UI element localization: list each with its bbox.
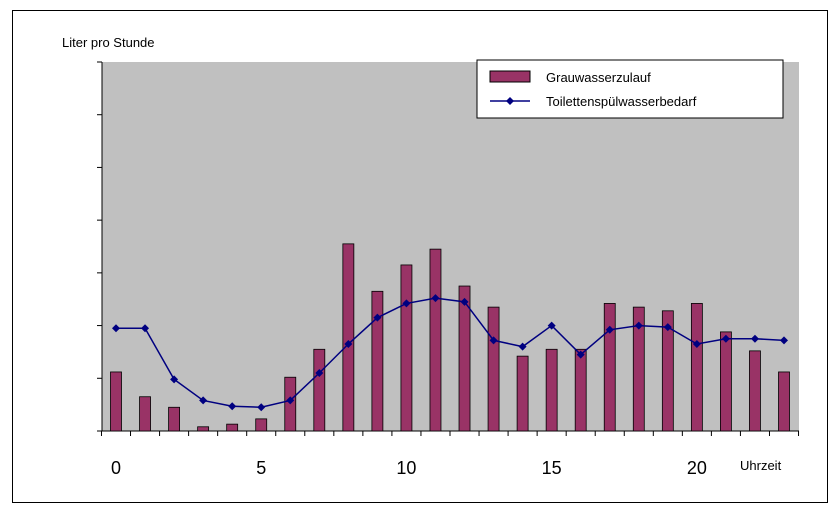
- line-point: [373, 313, 382, 322]
- line-point: [692, 340, 701, 349]
- bar: [545, 348, 558, 432]
- x-tick-label: 10: [396, 458, 416, 478]
- bar: [226, 423, 239, 432]
- line-point: [460, 297, 469, 306]
- bar: [313, 348, 326, 432]
- bar: [749, 350, 761, 432]
- legend-box: [476, 59, 784, 119]
- line-point: [286, 396, 295, 405]
- bar: [400, 264, 413, 432]
- bar-series: [110, 243, 790, 432]
- bar: [487, 306, 500, 432]
- legend-swatch-marker: [506, 97, 514, 105]
- bar: [603, 303, 616, 432]
- bar: [371, 290, 384, 432]
- line-point: [721, 334, 730, 343]
- x-tick-label: 5: [256, 458, 266, 478]
- x-tick-label: 0: [111, 458, 121, 478]
- line-point: [780, 336, 788, 345]
- legend-label-grauwasserzulauf: Grauwasserzulauf: [546, 70, 651, 85]
- bar: [661, 310, 674, 432]
- line-point: [170, 375, 179, 384]
- line-point: [344, 340, 353, 349]
- series-line: [116, 297, 785, 409]
- line-point: [315, 369, 324, 378]
- bar: [574, 348, 587, 432]
- legend-label-toilettenspuelwasserbedarf: Toilettenspülwasserbedarf: [546, 94, 697, 109]
- line-point: [634, 321, 643, 330]
- line-point: [228, 402, 237, 411]
- line-point: [112, 324, 120, 333]
- bar: [168, 406, 180, 432]
- line-point: [141, 324, 150, 333]
- line-point: [431, 294, 440, 303]
- bar: [342, 243, 355, 432]
- line-point: [402, 299, 411, 308]
- bar: [458, 285, 471, 432]
- bar: [632, 306, 645, 432]
- x-tick-label: 15: [542, 458, 562, 478]
- line-point: [750, 334, 759, 343]
- legend-swatch-bar: [489, 70, 531, 83]
- line-point: [199, 396, 208, 405]
- line-point: [518, 342, 527, 351]
- bar: [110, 371, 122, 432]
- x-tick-label: 20: [687, 458, 707, 478]
- y-axis: [97, 61, 103, 432]
- plot-area: [102, 62, 799, 431]
- line-point: [576, 350, 585, 359]
- x-axis: 0 5 10 15 20: [100, 430, 800, 478]
- bar: [720, 331, 732, 432]
- bar: [690, 303, 703, 432]
- y-axis-label: Liter pro Stunde: [62, 35, 155, 50]
- bar: [516, 355, 529, 432]
- line-point: [257, 403, 266, 412]
- bar: [139, 396, 151, 432]
- line-point: [489, 336, 498, 345]
- line-point: [663, 323, 672, 332]
- bar: [778, 371, 790, 432]
- legend: Grauwasserzulauf Toilettenspülwasserbeda…: [476, 59, 784, 119]
- bar: [255, 418, 268, 432]
- line-series: [112, 294, 788, 412]
- x-axis-label: Uhrzeit: [740, 458, 782, 473]
- line-point: [547, 321, 556, 330]
- bar: [429, 248, 442, 432]
- bar: [197, 426, 210, 432]
- line-point: [605, 325, 614, 334]
